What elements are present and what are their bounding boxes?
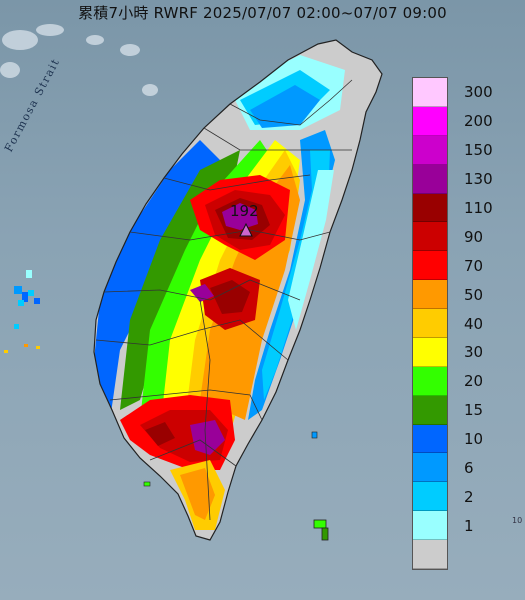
- legend-swatch: [413, 193, 447, 223]
- legend-swatch: [413, 540, 447, 569]
- max-rainfall-marker-icon: [239, 222, 253, 237]
- legend-colorbar: [412, 77, 448, 570]
- offshore-echo: [4, 270, 40, 353]
- legend-label: 200: [464, 112, 493, 131]
- county-borders: [95, 79, 353, 521]
- legend-swatch: [413, 366, 447, 396]
- edge-mark: 10: [512, 516, 523, 525]
- map-title: 累積7小時 RWRF 2025/07/07 02:00~07/07 09:00: [78, 4, 447, 22]
- legend-label: 50: [464, 285, 484, 304]
- cloud-patches: [0, 24, 158, 96]
- legend-swatch: [413, 395, 447, 425]
- legend-label: 150: [464, 141, 493, 160]
- legend-swatch: [413, 135, 447, 165]
- legend-label: 20: [464, 372, 484, 391]
- legend-label: 110: [464, 198, 493, 217]
- legend-swatch: [413, 424, 447, 454]
- legend-label: 10: [464, 430, 484, 449]
- legend-swatch: [413, 280, 447, 310]
- legend-swatch: [413, 78, 447, 107]
- legend-swatch: [413, 106, 447, 136]
- legend-label: 30: [464, 343, 484, 362]
- legend-label: 6: [464, 458, 474, 477]
- legend-swatch: [413, 251, 447, 281]
- legend-swatch: [413, 453, 447, 483]
- legend-swatch: [413, 309, 447, 338]
- legend-swatch: [413, 337, 447, 367]
- legend-label: 130: [464, 170, 493, 189]
- legend-swatch: [413, 482, 447, 512]
- legend-swatch: [413, 222, 447, 252]
- legend-label: 300: [464, 83, 493, 102]
- legend-label: 2: [464, 487, 474, 506]
- max-value-label: 192: [230, 202, 259, 220]
- legend-swatch: [413, 511, 447, 541]
- legend-label: 90: [464, 227, 484, 246]
- legend-label: 40: [464, 314, 484, 333]
- legend-label: 70: [464, 256, 484, 275]
- legend-label: 15: [464, 401, 484, 420]
- legend-swatch: [413, 164, 447, 194]
- small-islands: [143, 431, 329, 541]
- legend-label: 1: [464, 516, 474, 535]
